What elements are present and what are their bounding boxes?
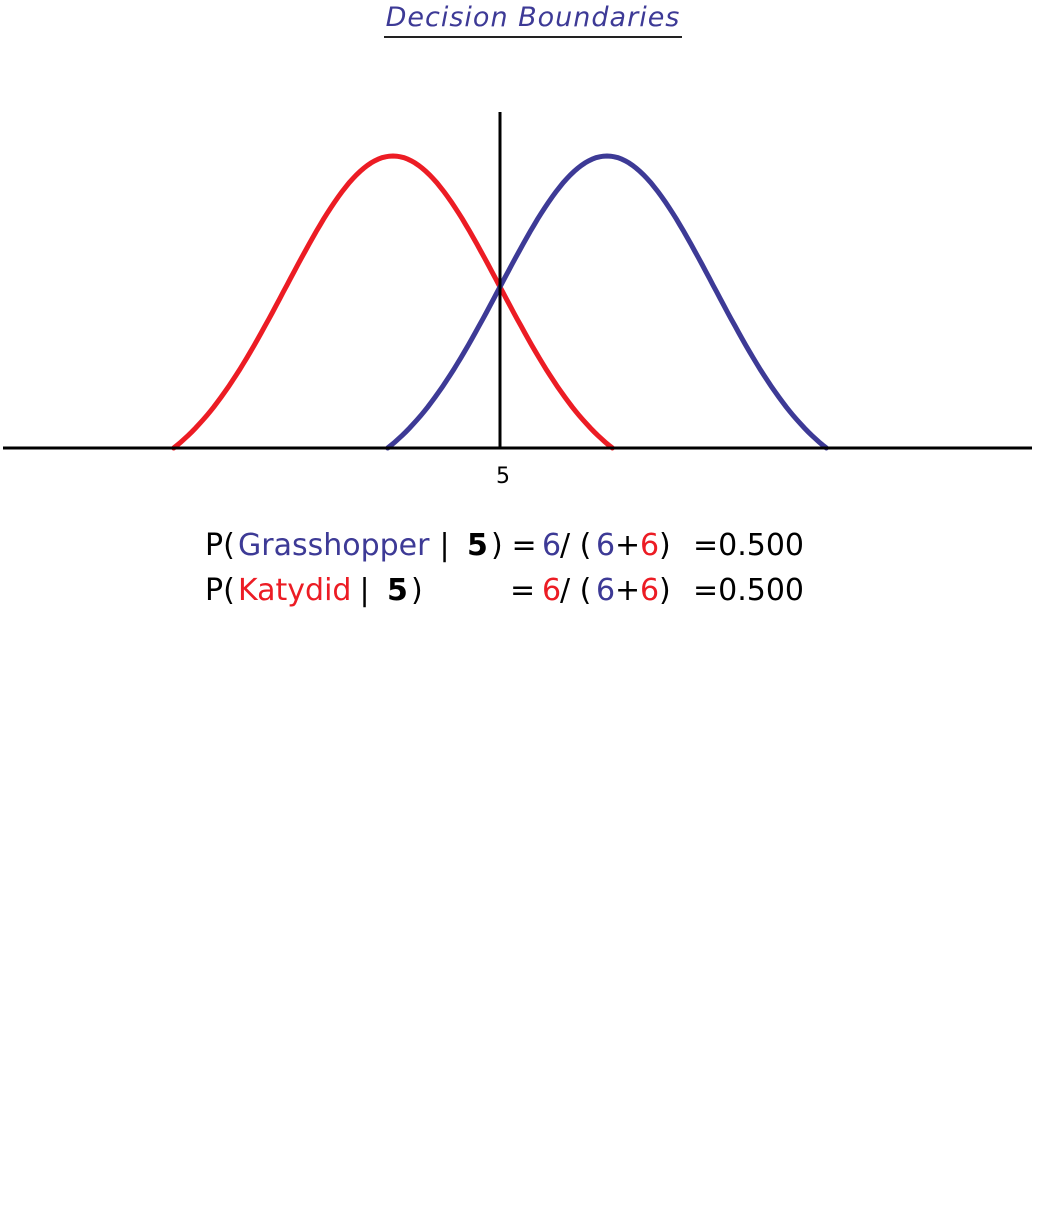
eq-bar: | (430, 528, 460, 563)
eq-prefix: P( (205, 528, 235, 563)
eq-slash: / ( (560, 528, 592, 563)
x-tick-label: 5 (496, 464, 510, 489)
eq-denominator-b: 6 (640, 528, 660, 563)
eq-rparen: ) (659, 573, 671, 608)
slide-title-text: Decision Boundaries (383, 0, 683, 38)
grasshopper-curve (385, 153, 829, 451)
eq-plus: + (615, 573, 641, 608)
eq-slash: / ( (560, 573, 592, 608)
grasshopper-probability-equation: P( Grasshopper | 5 ) = 6 / ( 6 + 6 ) =0.… (205, 524, 804, 568)
katydid-label: Katydid (238, 573, 352, 608)
eq-value: 5 (467, 528, 488, 563)
eq-bar: | (350, 573, 380, 608)
eq-value: 5 (387, 573, 408, 608)
eq-equals: = (502, 528, 547, 563)
eq-result: =0.500 (693, 528, 805, 563)
distribution-plot: 5 (3, 112, 1032, 489)
slide-title: Decision Boundaries (0, 0, 1055, 38)
katydid-probability-equation: P( Katydid | 5 ) = 6 / ( 6 + 6 ) =0.500 (205, 569, 804, 613)
slide: Decision Boundaries 5 P( Grasshopper | 5… (0, 0, 1055, 613)
eq-close: ) (491, 528, 503, 563)
eq-denominator-a: 6 (596, 573, 616, 608)
eq-numerator: 6 (542, 528, 562, 563)
eq-plus: + (615, 528, 641, 563)
eq-denominator-a: 6 (596, 528, 616, 563)
eq-result: =0.500 (693, 573, 805, 608)
katydid-curve (171, 153, 615, 451)
eq-numerator: 6 (542, 573, 562, 608)
eq-close: ) (411, 573, 423, 608)
grasshopper-label: Grasshopper (238, 528, 430, 563)
eq-denominator-b: 6 (640, 573, 660, 608)
eq-equals: = (510, 573, 545, 608)
eq-rparen: ) (659, 528, 671, 563)
eq-prefix: P( (205, 573, 235, 608)
